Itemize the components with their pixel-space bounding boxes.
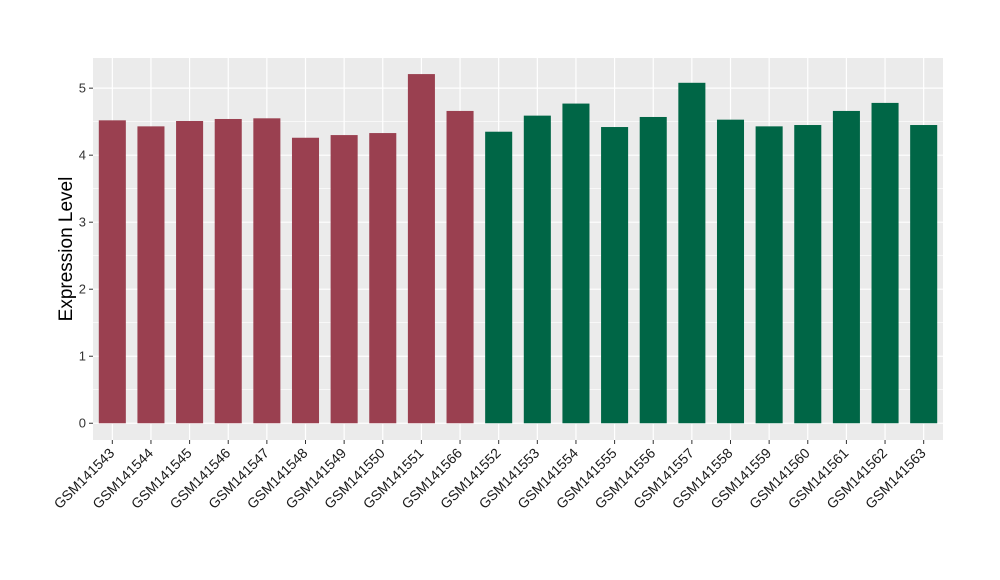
- bar-GSM141562: [871, 102, 899, 424]
- bar-GSM141554: [562, 103, 590, 424]
- bar-GSM141553: [523, 115, 551, 424]
- bar-GSM141545: [176, 120, 204, 424]
- bar-GSM141551: [407, 74, 435, 424]
- bar-GSM141550: [369, 133, 397, 424]
- bars: [98, 74, 938, 424]
- bar-GSM141560: [794, 125, 822, 424]
- bar-GSM141552: [485, 131, 513, 424]
- y-axis-title: Expression Level: [56, 177, 77, 322]
- y-tick-label: 1: [79, 349, 86, 364]
- bar-GSM141561: [832, 110, 860, 424]
- bar-GSM141559: [755, 126, 783, 424]
- bar-GSM141556: [639, 116, 667, 424]
- y-axis: 0 1 2 3 4 5: [79, 81, 93, 431]
- bar-GSM141549: [330, 135, 358, 424]
- bar-GSM141547: [253, 118, 281, 424]
- y-tick-label: 3: [79, 215, 86, 230]
- x-axis: GSM141543GSM141544GSM141545GSM141546GSM1…: [51, 440, 929, 512]
- bar-GSM141557: [678, 82, 706, 424]
- bar-GSM141555: [601, 127, 629, 424]
- y-tick-label: 5: [79, 81, 86, 96]
- bar-GSM141548: [291, 137, 320, 424]
- bar-GSM141558: [716, 119, 745, 424]
- y-tick-label: 0: [79, 416, 86, 431]
- y-tick-label: 2: [79, 282, 86, 297]
- bar-GSM141543: [98, 120, 126, 424]
- bar-GSM141563: [910, 125, 938, 424]
- bar-GSM141544: [137, 126, 165, 424]
- bar-GSM141546: [214, 118, 242, 424]
- bar-GSM141566: [446, 110, 474, 424]
- y-tick-label: 4: [79, 148, 86, 163]
